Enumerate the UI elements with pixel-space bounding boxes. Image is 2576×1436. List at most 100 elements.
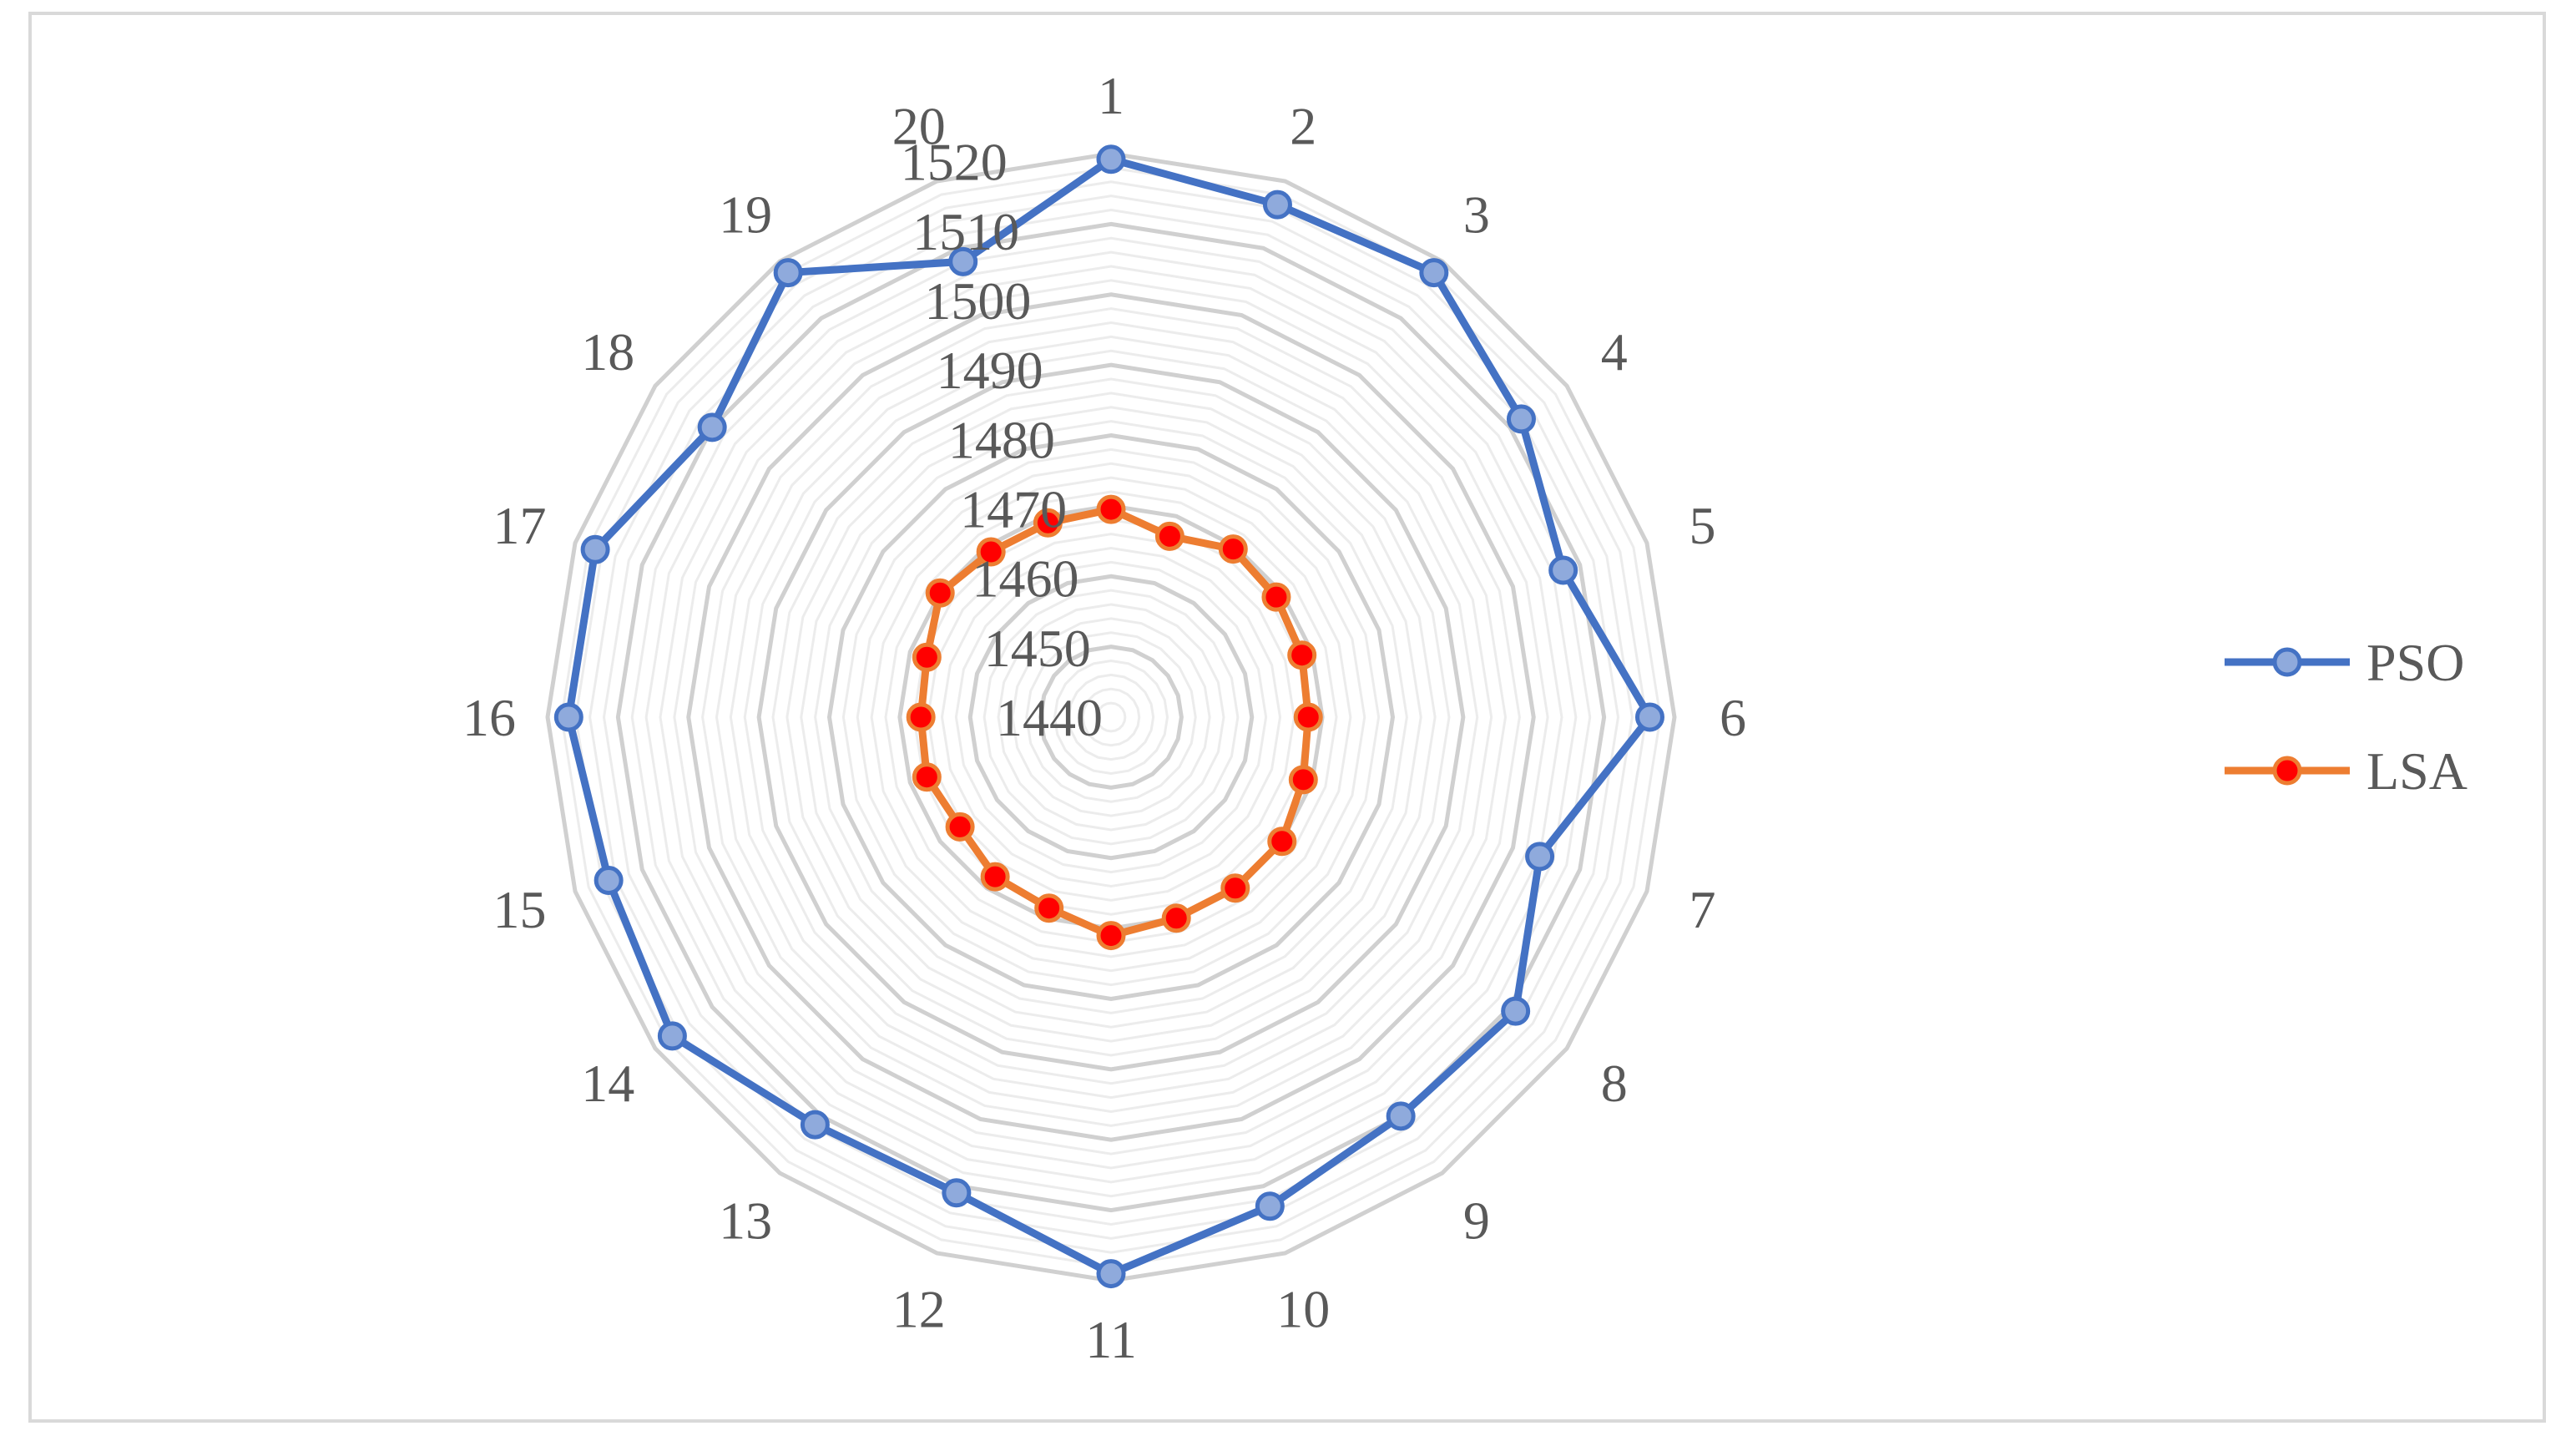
data-point-lsa-3 xyxy=(1218,534,1248,564)
radial-tick-label: 1440 xyxy=(996,688,1103,747)
category-label-18: 18 xyxy=(581,322,634,382)
legend-label: PSO xyxy=(2366,633,2464,692)
data-point-lsa-1 xyxy=(1096,494,1126,524)
category-label-14: 14 xyxy=(581,1054,634,1113)
radial-tick-label: 1450 xyxy=(984,619,1091,678)
category-label-12: 12 xyxy=(892,1280,946,1339)
category-label-4: 4 xyxy=(1601,322,1628,382)
legend-marker xyxy=(2272,647,2302,677)
minor-grid-ring xyxy=(1081,687,1141,747)
data-point-pso-9 xyxy=(1386,1101,1416,1131)
minor-grid-ring xyxy=(1025,631,1197,803)
category-label-16: 16 xyxy=(462,688,516,747)
data-point-lsa-7 xyxy=(1288,765,1318,795)
data-point-pso-18 xyxy=(697,412,727,442)
minor-grid-ring xyxy=(800,406,1422,1029)
category-label-8: 8 xyxy=(1601,1054,1628,1113)
data-point-lsa-6 xyxy=(1293,702,1323,732)
data-point-lsa-9 xyxy=(1220,873,1250,903)
major-grid-ring xyxy=(826,432,1396,1002)
radial-tick-label: 1460 xyxy=(972,549,1078,609)
minor-grid-ring xyxy=(912,518,1310,916)
major-grid-ring xyxy=(967,574,1255,861)
category-label-15: 15 xyxy=(492,880,546,939)
data-point-pso-3 xyxy=(1419,258,1449,288)
minor-grid-ring xyxy=(1095,701,1127,733)
data-point-pso-14 xyxy=(657,1021,687,1051)
data-point-pso-2 xyxy=(1262,190,1292,220)
minor-grid-ring xyxy=(729,335,1493,1100)
data-point-pso-11 xyxy=(1096,1259,1126,1289)
minor-grid-ring xyxy=(1053,659,1169,776)
data-point-lsa-17 xyxy=(912,642,942,672)
category-label-3: 3 xyxy=(1463,185,1490,244)
data-point-lsa-13 xyxy=(980,862,1010,892)
minor-grid-ring xyxy=(1067,673,1155,761)
minor-grid-ring xyxy=(785,392,1437,1043)
data-point-pso-6 xyxy=(1634,702,1664,732)
data-point-lsa-14 xyxy=(945,812,975,842)
minor-grid-ring xyxy=(771,377,1451,1057)
minor-grid-ring xyxy=(574,180,1648,1254)
category-label-20: 20 xyxy=(892,96,946,155)
data-point-lsa-16 xyxy=(906,702,936,732)
data-point-pso-16 xyxy=(553,702,583,732)
series-lsa xyxy=(906,494,1323,951)
data-point-pso-5 xyxy=(1548,555,1578,585)
minor-grid-ring xyxy=(644,250,1578,1184)
major-grid-ring xyxy=(686,292,1536,1142)
data-point-pso-20 xyxy=(948,246,978,276)
data-point-pso-13 xyxy=(800,1110,830,1140)
data-point-lsa-15 xyxy=(912,762,942,792)
data-point-lsa-11 xyxy=(1096,921,1126,951)
data-point-pso-19 xyxy=(773,258,803,288)
minor-grid-ring xyxy=(715,321,1508,1114)
minor-grid-ring xyxy=(997,603,1225,832)
data-point-pso-10 xyxy=(1255,1191,1285,1221)
data-point-lsa-10 xyxy=(1161,903,1191,933)
data-point-pso-15 xyxy=(593,866,624,896)
data-point-lsa-8 xyxy=(1267,827,1297,857)
major-grid-ring xyxy=(1038,645,1184,790)
legend-label: LSA xyxy=(2366,741,2467,801)
legend: PSO LSA xyxy=(2225,633,2467,801)
data-point-lsa-12 xyxy=(1034,893,1064,923)
minor-grid-ring xyxy=(841,447,1381,987)
data-point-pso-1 xyxy=(1096,144,1126,174)
radial-tick-label: 1500 xyxy=(924,271,1031,331)
minor-grid-ring xyxy=(954,560,1268,874)
category-label-17: 17 xyxy=(492,496,546,555)
minor-grid-ring xyxy=(982,589,1240,846)
data-point-lsa-2 xyxy=(1154,521,1184,551)
radar-series xyxy=(553,144,1664,1289)
minor-grid-ring xyxy=(602,208,1620,1226)
category-label-1: 1 xyxy=(1098,66,1124,125)
legend-item-lsa: LSA xyxy=(2225,741,2467,801)
minor-grid-ring xyxy=(630,236,1592,1198)
minor-grid-ring xyxy=(927,533,1296,902)
data-point-lsa-19 xyxy=(976,537,1006,567)
category-label-7: 7 xyxy=(1690,880,1716,939)
category-label-13: 13 xyxy=(719,1191,772,1251)
radar-grid xyxy=(545,151,1677,1283)
category-label-5: 5 xyxy=(1690,496,1716,555)
radial-tick-label: 1520 xyxy=(901,133,1008,192)
legend-item-pso: PSO xyxy=(2225,633,2464,692)
data-point-pso-7 xyxy=(1525,842,1555,872)
data-point-lsa-4 xyxy=(1261,582,1291,612)
series-pso xyxy=(553,144,1664,1289)
data-point-lsa-20 xyxy=(1033,508,1063,538)
minor-grid-ring xyxy=(856,462,1366,973)
data-point-pso-12 xyxy=(942,1178,972,1208)
minor-grid-ring xyxy=(1011,617,1211,817)
radial-axis-ticks: 1440 1450 1460 1470 1480 1490 1500 1510 1520 xyxy=(901,133,1103,747)
category-label-9: 9 xyxy=(1463,1191,1490,1251)
data-point-pso-8 xyxy=(1501,996,1531,1026)
radial-tick-label: 1490 xyxy=(937,341,1043,400)
minor-grid-ring xyxy=(560,166,1662,1268)
minor-grid-ring xyxy=(884,490,1338,944)
category-label-10: 10 xyxy=(1276,1280,1330,1339)
minor-grid-ring xyxy=(870,476,1352,958)
category-label-6: 6 xyxy=(1720,688,1746,747)
minor-grid-ring xyxy=(673,279,1549,1155)
